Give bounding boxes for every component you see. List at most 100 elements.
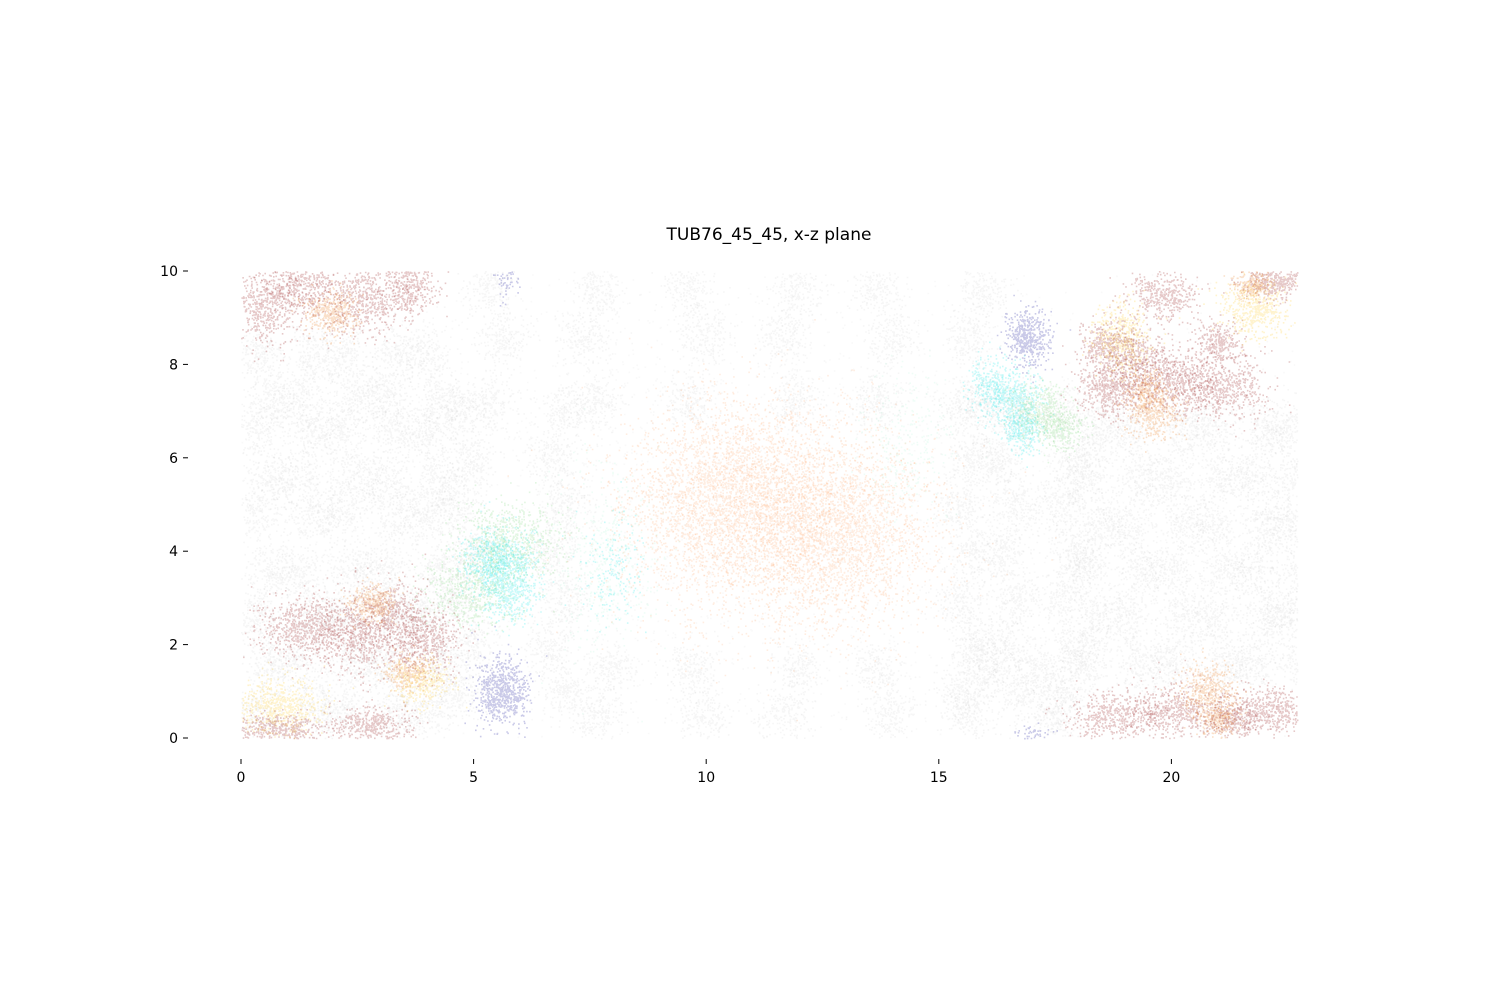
y-tick-label: 8 (169, 357, 178, 373)
gray-cluster-right-2-4 (1134, 443, 1206, 510)
gray-cluster-right-5-1-points (1246, 582, 1299, 654)
gray-cluster-side_columns-2-2-points (920, 558, 1004, 640)
gray-cluster-left-3-5-points (348, 435, 413, 515)
gray-cluster-side_columns-4-3-points (1030, 508, 1107, 594)
cluster-aquamarine-3 (517, 408, 680, 723)
gray-cluster-middle_top-3-1 (753, 288, 826, 379)
gray-cluster-middle_top-3-0-points (763, 369, 837, 449)
gray-cluster-side_columns-3-0-points (983, 647, 1053, 736)
gray-cluster-middle_top-2-0 (654, 358, 732, 449)
gray-cluster-left-4-7 (406, 357, 484, 435)
gray-cluster-middle_bottom-4-0 (936, 681, 1011, 740)
gray-cluster-left-1-5-points (261, 442, 332, 518)
gray-cluster-left-2-5 (326, 447, 395, 520)
cluster-darkred-34 (1060, 342, 1162, 429)
gray-cluster-left-3-3-points (353, 533, 414, 611)
gray-cluster-left-0-1-points (241, 624, 306, 697)
gray-cluster-left-4-7-points (406, 357, 484, 435)
gray-cluster-middle_top-4-0-points (839, 367, 911, 439)
cluster-orange-46 (1223, 271, 1272, 304)
x-axis: 0 5 10 15 20 (237, 759, 1180, 786)
points-layer (241, 271, 1299, 740)
gray-cluster-middle_bottom-1-1 (654, 620, 723, 704)
cluster-darkred-25 (289, 570, 434, 693)
gray-cluster-right-4-2-points (1215, 537, 1293, 607)
cluster-darkred-49-points (1197, 678, 1299, 739)
gray-cluster-middle_top-0-1-points (466, 295, 541, 376)
cluster-lightgreen-6-points (445, 482, 586, 596)
gray-cluster-left-1-2 (270, 582, 349, 653)
cluster-lightgreen-7-points (411, 533, 555, 639)
cluster-darkred-33 (323, 699, 429, 740)
cluster-navy-15 (464, 625, 548, 738)
gray-cluster-side_columns-1-3 (516, 520, 582, 600)
gray-cluster-left-0-0-points (241, 672, 301, 739)
gray-cluster-left-0-0 (241, 672, 301, 739)
gray-cluster-middle_top-3-2 (756, 272, 835, 347)
gray-cluster-right-1-0 (1102, 619, 1186, 710)
y-tick-label: 4 (169, 544, 178, 560)
gray-cluster-left-2-4 (306, 472, 377, 552)
gray-cluster-left-4-5 (410, 433, 490, 516)
gray-cluster-right-3-3 (1173, 478, 1257, 566)
gray-cluster-side_columns-4-0 (1031, 655, 1100, 733)
gray-cluster-left-1-4 (276, 471, 364, 549)
gray-cluster-middle_top-5-1 (942, 293, 1012, 380)
gray-cluster-middle_bottom-4-1-points (943, 623, 1022, 715)
cluster-darkred-24-points (243, 583, 368, 679)
cluster-lightgreen-7 (411, 533, 555, 639)
cluster-cyan-11 (962, 341, 1024, 417)
gray-cluster-left-4-5-points (410, 433, 490, 516)
gray-cluster-right-4-0 (1222, 618, 1287, 708)
cluster-cyan-8 (456, 510, 567, 637)
gray-cluster-side_columns-4-4 (1023, 472, 1109, 544)
gray-cluster-right-2-5 (1151, 397, 1225, 471)
cluster-cyan-9-points (447, 501, 522, 595)
gray-cluster-side_columns-1-4 (533, 467, 598, 549)
cluster-darkred-50 (1195, 688, 1282, 739)
cluster-orange-29-points (374, 645, 441, 698)
gray-cluster-right-3-4 (1187, 438, 1264, 512)
x-tick-label: 20 (1162, 770, 1180, 786)
gray-cluster-side_columns-0-2-points (424, 559, 496, 636)
cluster-orange-29 (374, 645, 441, 698)
cluster-gold-44-points (1197, 272, 1297, 352)
gray-cluster-right-2-3-points (1147, 491, 1223, 565)
cluster-orange-52 (1183, 702, 1245, 739)
cluster-darkred-22 (366, 271, 450, 327)
gray-cluster-middle_top-4-0 (839, 367, 911, 439)
gray-cluster-left-1-4-points (276, 471, 364, 549)
y-tick-label: 10 (160, 264, 178, 280)
gray-cluster-middle_top-5-2 (951, 271, 1022, 328)
x-tick-label: 5 (469, 770, 478, 786)
gray-cluster-left-1-2-points (270, 582, 349, 653)
gray-cluster-left-3-6-points (361, 394, 442, 472)
gray-cluster-middle_top-2-0-points (654, 358, 732, 449)
gray-cluster-right-4-1-points (1237, 580, 1298, 661)
cluster-lightgreen-6 (445, 482, 586, 596)
gray-cluster-side_columns-1-0-points (525, 649, 600, 731)
gray-cluster-right-2-0 (1129, 632, 1206, 696)
gray-cluster-side_columns-3-5-points (963, 417, 1036, 495)
x-tick-label: 10 (697, 770, 715, 786)
cluster-darkred-45 (1223, 271, 1299, 307)
gray-cluster-right-2-2-points (1130, 517, 1205, 606)
cluster-orange-42 (1117, 369, 1193, 453)
cluster-darkred-24 (243, 583, 368, 679)
gray-cluster-side_columns-1-4-points (533, 467, 598, 549)
gray-cluster-right-0-4-points (1047, 429, 1120, 512)
gray-cluster-side_columns-4-5 (1040, 422, 1109, 494)
cluster-lightgreen-13 (1003, 367, 1088, 464)
gray-cluster-middle_bottom-1-0-points (664, 678, 741, 740)
gray-cluster-middle_top-2-1-points (669, 303, 739, 383)
gray-cluster-left-4-3-points (401, 527, 479, 610)
gray-cluster-left-3-8-points (351, 319, 439, 391)
cluster-darkred-37 (1154, 331, 1292, 438)
gray-cluster-middle_bottom-1-0 (664, 678, 741, 740)
gray-cluster-right-1-5-points (1091, 389, 1171, 468)
gray-cluster-right-5-0-points (1269, 636, 1299, 691)
gray-cluster-left-0-7-points (241, 361, 314, 431)
cluster-salmon-1-points (685, 369, 994, 693)
gray-cluster-left-0-5 (242, 440, 307, 512)
